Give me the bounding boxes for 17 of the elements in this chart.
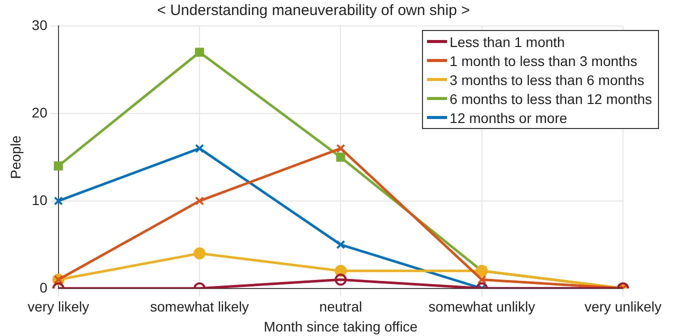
x-tick-label: somewhat unlikly (428, 298, 536, 315)
y-tick-label: 20 (32, 104, 48, 120)
y-axis-title: People (7, 135, 24, 179)
y-tick-label: 0 (40, 279, 48, 296)
legend-label: Less than 1 month (450, 34, 565, 50)
y-tick-label: 10 (32, 192, 48, 208)
x-tick-label: very unlikely (584, 298, 662, 315)
legend-label: 12 months or more (450, 110, 568, 126)
chart-title: < Understanding maneuverability of own ship > (157, 2, 470, 20)
x-tick-label: somewhat likely (150, 298, 249, 315)
legend-label: 1 month to less than 3 months (450, 52, 638, 68)
legend-label: 3 months to less than 6 months (450, 72, 644, 88)
x-axis-title: Month since taking office (264, 318, 418, 334)
legend-label: 6 months to less than 12 months (450, 90, 652, 106)
x-tick-label: neutral (319, 298, 362, 315)
x-tick-label: very likely (28, 298, 90, 315)
y-tick-label: 30 (32, 16, 48, 33)
